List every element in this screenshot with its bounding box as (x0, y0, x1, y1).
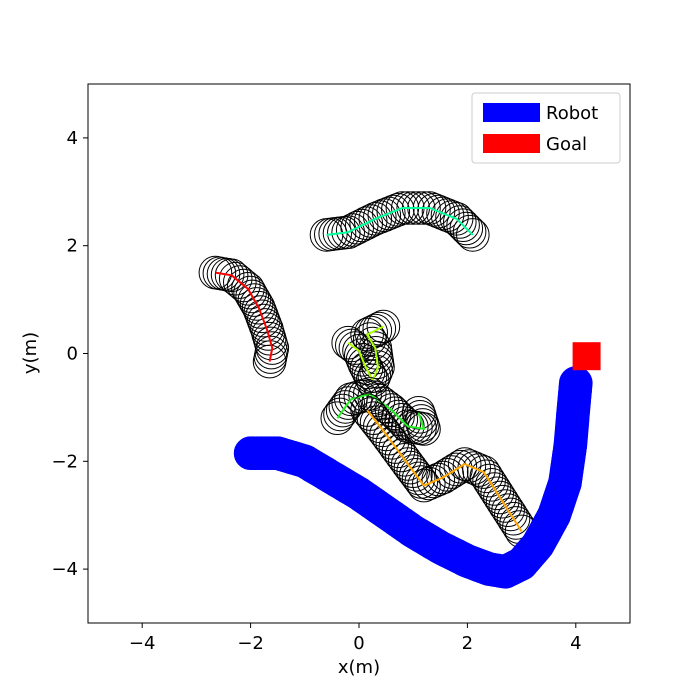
human-4-marker (399, 458, 433, 492)
y-axis-label: y(m) (20, 332, 41, 374)
human-0-marker (233, 275, 267, 310)
human-4-marker (426, 460, 460, 495)
human-1-marker (376, 194, 411, 229)
legend: Robot Goal (471, 92, 621, 164)
human-4-marker (452, 449, 487, 483)
robot-marker (559, 366, 593, 400)
human-4-trajectory (366, 409, 523, 532)
human-4-marker (401, 461, 436, 496)
human-4-marker (416, 464, 451, 499)
human-2-marker (358, 331, 393, 365)
human-0-marker (252, 344, 287, 379)
human-1-marker (452, 214, 487, 249)
human-0-marker (245, 299, 279, 334)
human-4-marker (480, 476, 515, 511)
x-tick-label: −4 (129, 633, 156, 654)
human-3-marker (331, 386, 366, 420)
human-1-marker (363, 200, 397, 234)
x-tick-label: 2 (462, 633, 473, 654)
human-1-marker (367, 198, 402, 232)
legend-goal-swatch (483, 134, 540, 153)
human-1-marker (353, 204, 388, 238)
human-2-trajectory (347, 325, 384, 382)
human-4-marker (491, 493, 525, 528)
human-4-marker (391, 447, 425, 481)
human-4-marker (462, 453, 496, 487)
human-4-marker (469, 459, 504, 494)
human-4-marker (407, 468, 441, 503)
human-4-marker (387, 443, 422, 477)
goal-marker (572, 342, 601, 371)
human-4-marker (483, 480, 517, 515)
human-4-marker (477, 472, 512, 506)
human-3-marker (404, 404, 439, 438)
human-1-marker (381, 193, 415, 227)
human-4-marker (488, 489, 523, 523)
legend-goal-label: Goal (546, 134, 587, 155)
human-0-marker (237, 283, 272, 317)
human-1-marker (417, 193, 451, 227)
x-axis-label: x(m) (338, 657, 380, 678)
human-0-marker (231, 272, 265, 306)
legend-robot-swatch (483, 103, 540, 122)
human-2-marker (355, 326, 390, 361)
human-0-marker (246, 303, 281, 338)
human-0-marker (223, 265, 257, 299)
y-tick-label: 0 (67, 344, 78, 365)
human-4-marker (434, 455, 469, 489)
x-tick-label: −2 (237, 633, 264, 654)
human-1-marker (443, 205, 477, 239)
x-tick-label: 4 (570, 633, 581, 654)
human-1-marker (446, 208, 480, 242)
x-tick-label: 0 (353, 633, 364, 654)
human-0-marker (243, 295, 278, 329)
human-2-marker (362, 311, 397, 346)
human-0-group (198, 255, 290, 379)
human-4-marker (439, 452, 473, 487)
human-3-marker (407, 412, 441, 446)
human-4-marker (485, 484, 520, 519)
human-4-marker (378, 430, 413, 464)
human-4-marker (496, 501, 531, 536)
human-1-marker (430, 198, 465, 232)
y-tick-label: 4 (67, 128, 78, 149)
y-tick-label: 2 (67, 236, 78, 257)
human-2-group (331, 309, 401, 398)
human-1-marker (435, 200, 469, 234)
robot-trajectory (233, 366, 593, 589)
human-3-trajectory (336, 392, 425, 430)
human-4-marker (466, 455, 501, 489)
human-4-marker (443, 449, 478, 484)
human-1-marker (449, 211, 484, 246)
human-2-marker (366, 309, 401, 344)
human-1-marker (358, 202, 393, 236)
human-1-marker (372, 196, 406, 231)
legend-robot-label: Robot (546, 103, 598, 124)
human-1-group (309, 191, 490, 252)
y-tick-label: −4 (51, 559, 78, 580)
human-3-marker (348, 378, 382, 413)
human-4-marker (494, 497, 528, 532)
human-4-marker (381, 434, 416, 469)
human-4-marker (412, 466, 446, 501)
human-1-marker (456, 218, 490, 252)
human-0-trajectory (215, 271, 274, 362)
human-3-marker (353, 377, 387, 411)
human-4-marker (475, 468, 509, 502)
human-4-group (350, 393, 539, 549)
human-0-marker (241, 290, 276, 325)
human-3-marker (403, 400, 437, 434)
human-4-marker (472, 463, 506, 498)
y-tick-label: −2 (51, 451, 78, 472)
human-3-marker (384, 403, 419, 437)
human-4-marker (447, 447, 482, 481)
human-0-marker (235, 279, 269, 314)
human-1-trajectory (326, 207, 474, 236)
